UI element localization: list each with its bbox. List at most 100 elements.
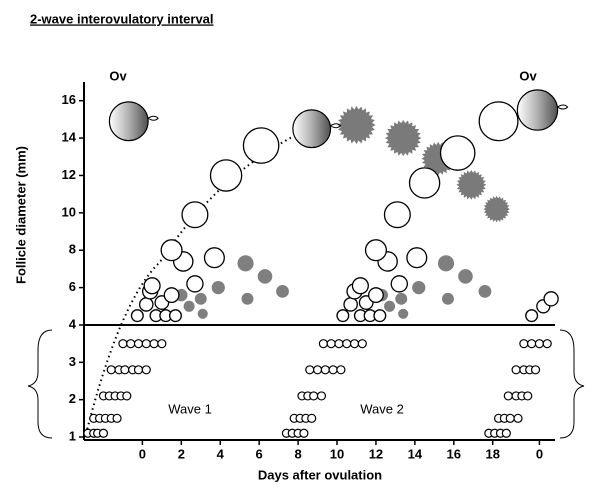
follicle — [478, 101, 519, 142]
lower-follicle — [307, 413, 317, 423]
lower-follicle — [309, 391, 319, 401]
subordinate-follicle — [194, 292, 207, 305]
follicle — [408, 167, 441, 199]
y-tick-label: 2 — [69, 391, 76, 406]
follicle — [406, 247, 428, 269]
lower-follicle — [141, 365, 151, 375]
follicle — [181, 201, 209, 229]
left-brace — [27, 329, 53, 439]
y-tick-label: 14 — [62, 130, 77, 145]
x-tick-label: 12 — [369, 446, 383, 461]
ovulatory-follicle — [516, 89, 559, 131]
y-tick-label: 3 — [69, 354, 76, 369]
regressing-follicle — [385, 119, 422, 157]
subordinate-follicle — [276, 284, 289, 298]
subordinate-follicle — [237, 255, 254, 272]
lower-follicle — [534, 339, 545, 349]
x-tick-label: 8 — [294, 446, 301, 461]
ovulatory-follicle — [108, 101, 149, 142]
lower-follicle — [357, 339, 367, 349]
x-tick-label: 10 — [330, 446, 344, 461]
lower-follicle — [133, 365, 144, 375]
subordinate-follicle — [241, 292, 254, 305]
annotation: Wave 1 — [168, 401, 212, 416]
lower-follicle — [542, 339, 552, 349]
follicle — [186, 275, 204, 293]
x-tick-label: 6 — [256, 446, 263, 461]
x-tick-label: 0 — [139, 446, 146, 461]
follicle — [163, 287, 180, 304]
follicle — [209, 159, 243, 192]
lower-follicle — [334, 339, 344, 349]
ovum — [147, 115, 159, 121]
lower-follicle — [501, 428, 511, 438]
subordinate-follicle — [478, 284, 492, 298]
follicle — [242, 127, 280, 164]
lower-follicle — [342, 339, 352, 349]
y-tick-label: 12 — [62, 167, 76, 182]
ovum — [557, 104, 569, 110]
follicle — [373, 309, 387, 323]
follicle — [203, 247, 225, 269]
lower-follicle — [505, 413, 515, 423]
y-tick-label: 10 — [62, 204, 76, 219]
lower-follicle — [122, 391, 132, 401]
y-tick-label: 1 — [69, 428, 76, 443]
lower-follicle — [519, 339, 529, 349]
subordinate-follicle — [384, 300, 396, 312]
subordinate-follicle — [437, 255, 455, 272]
annotation: Ov — [519, 68, 537, 83]
lower-follicle — [530, 365, 541, 375]
subordinate-follicle — [441, 292, 454, 305]
subordinate-follicle — [395, 292, 408, 305]
x-tick-label: 14 — [408, 446, 423, 461]
lower-follicle — [149, 339, 159, 349]
x-tick-label: 4 — [217, 446, 225, 461]
follicle — [390, 275, 409, 293]
regressing-follicle — [456, 169, 487, 200]
lower-follicle — [511, 365, 521, 375]
lower-follicle — [112, 413, 122, 423]
subordinate-follicle — [412, 280, 426, 295]
follicle — [383, 201, 411, 229]
follicle — [368, 287, 384, 304]
x-tick-label: 16 — [447, 446, 461, 461]
x-tick-label: 0 — [536, 446, 543, 461]
follicle — [139, 297, 154, 312]
lower-follicle — [328, 365, 338, 375]
regressing-follicle — [337, 105, 376, 145]
chart-title: 2-wave interovulatory interval — [30, 11, 214, 26]
follicle — [364, 239, 387, 262]
lower-follicle — [299, 428, 309, 438]
subordinate-follicle — [398, 308, 409, 319]
x-axis-label: Days after ovulation — [258, 467, 382, 482]
lower-follicle — [349, 339, 360, 349]
lower-follicle — [141, 339, 151, 349]
lower-follicle — [118, 339, 128, 349]
follicle — [525, 309, 539, 323]
lower-follicle — [98, 428, 109, 438]
lower-follicle — [157, 339, 167, 349]
subordinate-follicle — [458, 269, 473, 284]
x-tick-label: 2 — [178, 446, 185, 461]
follicle — [543, 291, 559, 307]
y-axis-label: Follicle diameter (mm) — [13, 146, 28, 284]
lower-follicle — [120, 365, 130, 375]
lower-follicle — [503, 391, 513, 401]
lower-follicle — [312, 365, 323, 375]
y-tick-label: 6 — [69, 279, 76, 294]
subordinate-follicle — [211, 280, 225, 295]
lower-follicle — [305, 365, 315, 375]
lower-follicle — [320, 365, 330, 375]
lower-follicle — [126, 339, 136, 349]
x-tick-label: 18 — [485, 446, 499, 461]
subordinate-follicle — [197, 308, 208, 319]
lower-follicle — [523, 391, 533, 401]
regressing-follicle — [483, 195, 510, 223]
y-tick-label: 8 — [69, 242, 76, 257]
follicle — [143, 277, 161, 295]
lower-follicle — [326, 339, 336, 349]
follicle — [168, 309, 182, 323]
